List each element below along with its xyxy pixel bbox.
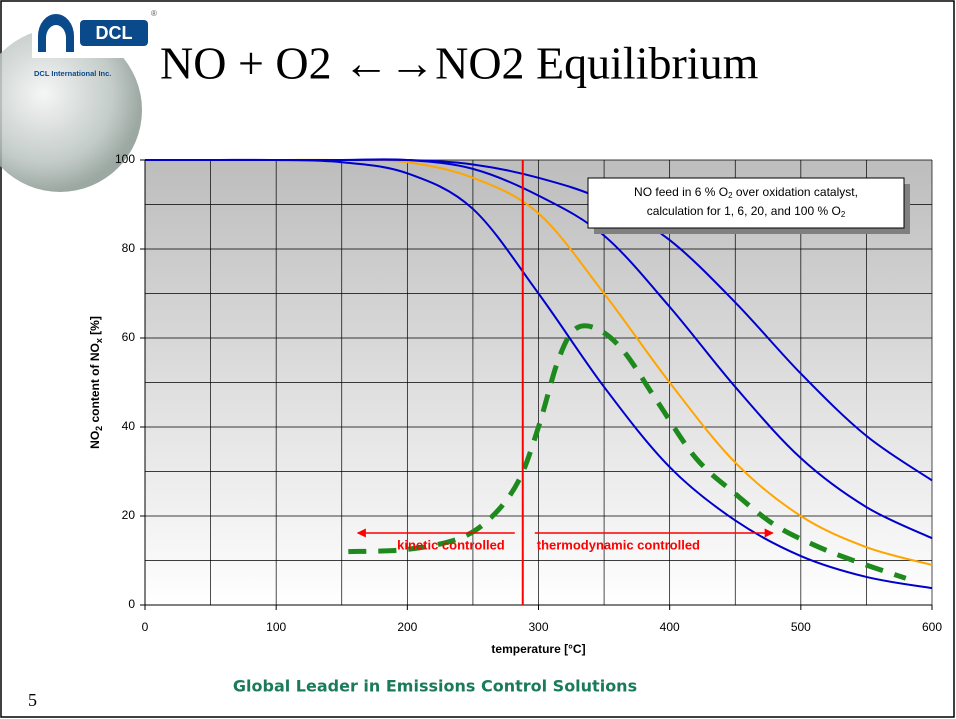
y-tick-label: 20 — [122, 508, 136, 522]
y-label-part: content of NO — [88, 343, 102, 426]
note-sub: 2 — [728, 191, 733, 200]
x-tick-label: 600 — [922, 620, 942, 634]
measured-line — [348, 323, 907, 581]
x-tick-label: 300 — [528, 620, 548, 634]
page-number: 5 — [28, 690, 37, 710]
y-tick-label: 40 — [122, 419, 136, 433]
logo-box — [80, 20, 148, 46]
y-axis-label: NO2 content of NOx [%] — [88, 316, 104, 449]
note-part: calculation for 1, 6, 20, and 100 % O — [647, 204, 841, 218]
y-tick-label: 0 — [128, 597, 135, 611]
globe — [0, 28, 142, 192]
x-axis-label: temperature [°C] — [491, 642, 585, 656]
y-label-sub: x — [94, 338, 104, 343]
x-tick-label: 400 — [660, 620, 680, 634]
x-tick-label: 500 — [791, 620, 811, 634]
note-part: over oxidation catalyst, — [733, 185, 858, 199]
logo-arch — [38, 14, 74, 52]
annotation: kinetic controlled — [397, 537, 505, 552]
note-line: calculation for 1, 6, 20, and 100 % O2 — [647, 204, 846, 219]
logo-registered: ® — [151, 9, 157, 18]
y-tick-label: 80 — [122, 241, 136, 255]
x-tick-label: 100 — [266, 620, 286, 634]
annotation: thermodynamic controlled — [537, 537, 700, 552]
y-label-part: [%] — [88, 316, 102, 338]
y-tick-label: 60 — [122, 330, 136, 344]
slide-title: NO + O2 ←→NO2 Equilibrium — [160, 38, 759, 89]
y-label-sub: 2 — [94, 426, 104, 431]
x-tick-label: 0 — [142, 620, 149, 634]
footer: Global Leader in Emissions Control Solut… — [233, 677, 637, 696]
chart: 0 100 200 300 400 500 600 0 20 40 60 80 100 temperatu… — [88, 152, 942, 656]
logo: DCL DCL International Inc. ® — [32, 6, 157, 78]
y-label-part: NO — [88, 431, 102, 449]
x-tick-label: 200 — [397, 620, 417, 634]
note-line: NO feed in 6 % O2 over oxidation catalys… — [634, 185, 858, 200]
logo-mark: DCL — [96, 23, 133, 43]
equilibrium-line — [144, 158, 933, 482]
note-box — [587, 177, 905, 229]
y-tick-label: 100 — [115, 152, 135, 166]
note-part: NO feed in 6 % O — [634, 185, 728, 199]
note-sub: 2 — [841, 210, 846, 219]
logo-company: DCL International Inc. — [34, 69, 111, 78]
